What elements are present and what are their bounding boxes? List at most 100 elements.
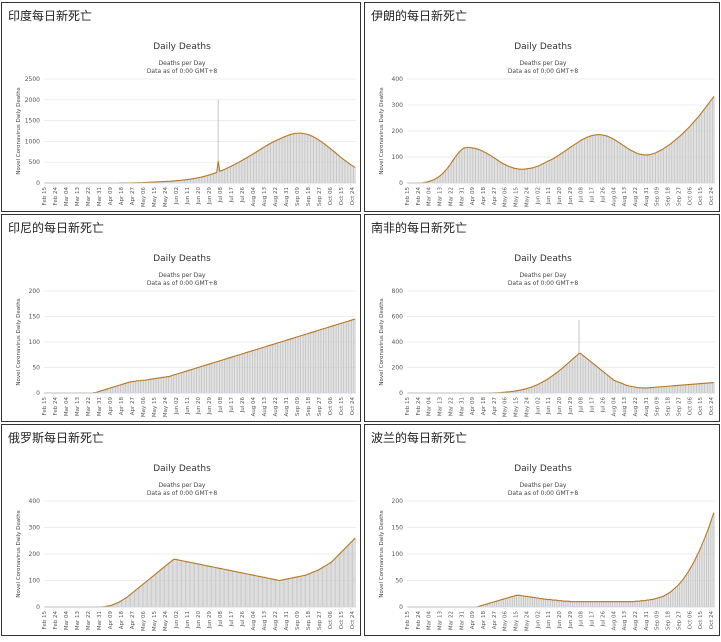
daily-bar: [542, 599, 545, 607]
daily-bar: [541, 164, 543, 183]
daily-bar: [165, 565, 167, 607]
daily-bar: [335, 557, 337, 607]
x-tick-label: Feb 24: [416, 397, 422, 416]
daily-bar: [708, 382, 710, 393]
y-tick-label: 100: [29, 339, 41, 346]
daily-bar: [636, 153, 638, 183]
daily-bar: [575, 601, 577, 607]
daily-bar: [214, 362, 216, 393]
daily-bar: [352, 319, 354, 393]
daily-bar: [162, 377, 165, 393]
daily-bar: [481, 150, 483, 183]
daily-bar: [646, 387, 648, 393]
chart-subtitle: Deaths per Day: [159, 272, 206, 279]
daily-bar: [196, 563, 198, 607]
daily-bar: [500, 162, 502, 183]
daily-bar: [208, 566, 210, 607]
daily-bar: [501, 599, 503, 607]
x-tick-label: Mar 04: [64, 397, 70, 417]
daily-bar: [564, 601, 566, 607]
daily-bar: [581, 354, 583, 393]
daily-bar: [248, 351, 250, 393]
daily-bar: [656, 152, 658, 183]
daily-bar: [239, 161, 241, 183]
daily-bar: [139, 586, 141, 607]
daily-bar: [555, 157, 557, 183]
daily-bar: [194, 563, 196, 607]
daily-bar: [121, 600, 122, 607]
daily-bar: [551, 600, 554, 607]
daily-bar: [161, 568, 163, 607]
daily-bar: [676, 585, 679, 607]
daily-bar: [614, 380, 617, 393]
daily-bar: [131, 381, 133, 393]
daily-bar: [233, 571, 235, 607]
daily-bar: [544, 162, 546, 183]
daily-bar: [166, 564, 168, 607]
x-tick-label: Mar 31: [97, 187, 103, 206]
daily-bar: [223, 359, 226, 393]
x-tick-label: Jul 17: [229, 611, 235, 628]
y-tick-label: 50: [395, 578, 403, 585]
daily-bar: [266, 145, 268, 183]
daily-bar: [148, 579, 150, 607]
daily-bar: [336, 556, 338, 607]
trend-line: [407, 512, 715, 608]
daily-bar: [265, 146, 267, 183]
daily-bar: [257, 150, 259, 183]
daily-bar: [202, 365, 204, 393]
daily-bar: [323, 566, 325, 607]
daily-bar: [687, 571, 690, 607]
daily-bar: [526, 388, 528, 393]
x-tick-label: Oct 15: [698, 187, 704, 206]
daily-bar: [216, 567, 218, 607]
daily-bar: [486, 603, 488, 607]
daily-bar: [694, 120, 696, 183]
daily-bar: [114, 603, 116, 607]
daily-bar: [246, 573, 248, 607]
daily-bar: [157, 378, 160, 393]
daily-bar: [195, 563, 197, 607]
daily-bar: [683, 384, 685, 393]
daily-bar: [329, 148, 331, 183]
daily-bar: [560, 153, 562, 183]
daily-bar: [202, 176, 204, 183]
daily-bar: [557, 600, 559, 607]
daily-bar: [329, 562, 331, 607]
daily-bar: [327, 327, 330, 393]
daily-bar: [316, 330, 318, 393]
daily-bar: [242, 160, 244, 183]
daily-bar: [530, 168, 532, 183]
x-tick-label: Oct 15: [339, 611, 345, 630]
daily-bar: [587, 359, 590, 393]
daily-bar: [222, 569, 224, 607]
x-tick-label: Apr 27: [130, 611, 136, 630]
daily-bar: [315, 570, 317, 607]
y-tick-label: 150: [29, 314, 41, 321]
daily-bar: [544, 599, 546, 607]
daily-bar: [661, 386, 663, 393]
daily-bar: [172, 375, 174, 393]
daily-bar: [209, 566, 211, 607]
daily-bar: [493, 601, 496, 607]
daily-bar: [340, 552, 342, 607]
daily-bar: [298, 576, 300, 607]
daily-bar: [226, 168, 228, 183]
daily-bar: [602, 135, 604, 183]
daily-bar: [252, 575, 254, 607]
daily-bar: [166, 376, 168, 393]
daily-bar: [570, 360, 572, 393]
daily-bar: [254, 575, 256, 607]
trend-line: [407, 96, 715, 184]
daily-bar: [620, 143, 622, 183]
daily-bar: [495, 159, 497, 183]
x-tick-label: Mar 13: [438, 611, 444, 631]
daily-bar: [283, 136, 285, 183]
daily-bar: [504, 598, 507, 607]
daily-bar: [704, 538, 706, 607]
daily-bar: [689, 384, 691, 393]
daily-bar: [177, 180, 179, 183]
daily-bar: [562, 601, 565, 607]
x-tick-label: Oct 06: [328, 397, 334, 416]
